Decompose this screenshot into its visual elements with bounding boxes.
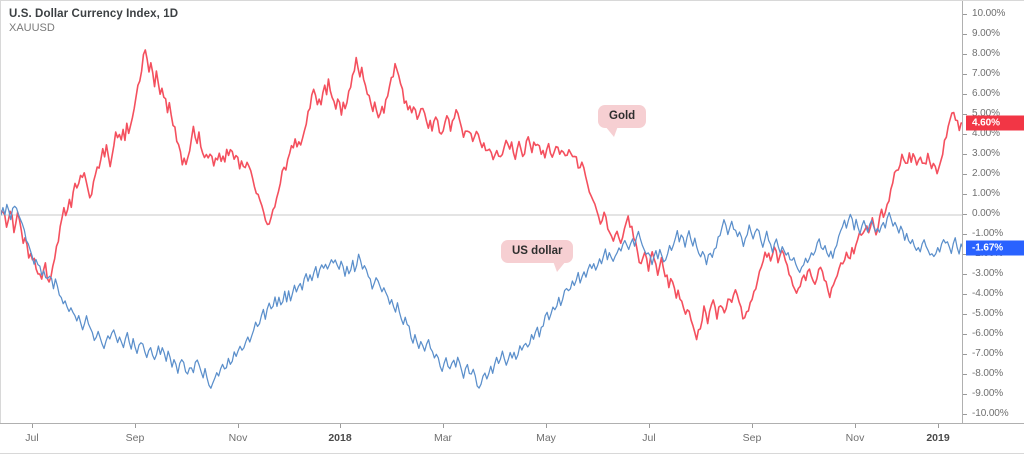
price-axis-tick-label: -1.00%	[972, 228, 1004, 239]
tick-mark	[963, 174, 967, 175]
tick-mark	[752, 424, 753, 428]
price-axis-tick-label: 6.00%	[972, 88, 1000, 99]
price-axis-tick-label: -7.00%	[972, 348, 1004, 359]
plot-area[interactable]	[0, 1, 962, 425]
tick-mark	[963, 234, 967, 235]
tick-mark	[443, 424, 444, 428]
callout-gold-label: Gold	[609, 110, 636, 122]
time-axis[interactable]: Jul Sep Nov 2018 Mar May Jul Sep Nov 2019	[0, 423, 1024, 453]
price-axis-tick-label: -10.00%	[972, 408, 1009, 419]
price-axis-tick-label: 1.00%	[972, 188, 1000, 199]
price-axis-tick-label: 7.00%	[972, 68, 1000, 79]
tick-mark	[963, 334, 967, 335]
time-axis-tick-label: Sep	[125, 432, 145, 444]
series-canvas	[1, 49, 962, 389]
price-axis[interactable]: -10.00% -9.00% -8.00% -7.00% -6.00% -5.00% -4.…	[962, 1, 1024, 425]
last-price-badge-gold: 4.60%	[966, 115, 1024, 131]
price-axis-tick-label: 2.00%	[972, 168, 1000, 179]
tick-mark	[963, 314, 967, 315]
tick-mark	[963, 294, 967, 295]
tick-mark	[963, 34, 967, 35]
tick-mark	[963, 214, 967, 215]
price-axis-tick-label: -3.00%	[972, 268, 1004, 279]
series-line-gold	[1, 49, 962, 341]
price-axis-tick-label: 10.00%	[972, 8, 1006, 19]
tick-mark	[963, 54, 967, 55]
time-axis-tick-label: 2018	[328, 432, 352, 444]
tick-mark	[963, 414, 967, 415]
series-line-us-dollar	[1, 203, 962, 389]
tick-mark	[855, 424, 856, 428]
tick-mark	[963, 94, 967, 95]
last-price-badge-us-dollar: -1.67%	[966, 240, 1024, 256]
price-axis-tick-label: 9.00%	[972, 28, 1000, 39]
time-axis-tick-label: Sep	[742, 432, 762, 444]
last-price-badge-us-dollar-value: -1.67%	[972, 242, 1004, 254]
time-axis-tick-label: 2019	[926, 432, 950, 444]
price-axis-tick-label: -6.00%	[972, 328, 1004, 339]
tick-mark	[135, 424, 136, 428]
tick-mark	[340, 424, 341, 428]
price-axis-tick-label: 3.00%	[972, 148, 1000, 159]
tick-mark	[963, 114, 967, 115]
tick-mark	[963, 354, 967, 355]
price-axis-tick-label: -4.00%	[972, 288, 1004, 299]
tick-mark	[963, 274, 967, 275]
time-axis-tick-label: Jul	[25, 432, 39, 444]
callout-tail	[605, 126, 618, 137]
tick-mark	[963, 14, 967, 15]
price-axis-tick-label: -8.00%	[972, 368, 1004, 379]
price-axis-tick-label: 4.00%	[972, 128, 1000, 139]
time-axis-tick-label: Mar	[433, 432, 453, 444]
tick-mark	[32, 424, 33, 428]
time-axis-tick-label: Nov	[845, 432, 865, 444]
price-axis-tick-label: 0.00%	[972, 208, 1000, 219]
tick-mark	[963, 134, 967, 135]
last-price-badge-gold-value: 4.60%	[972, 117, 1000, 129]
callout-us-dollar: US dollar	[501, 240, 574, 272]
time-axis-tick-label: May	[536, 432, 556, 444]
tick-mark	[963, 254, 967, 255]
tick-mark	[963, 194, 967, 195]
price-axis-tick-label: -9.00%	[972, 388, 1004, 399]
callout-gold: Gold	[598, 105, 647, 137]
tick-mark	[546, 424, 547, 428]
tick-mark	[963, 74, 967, 75]
price-axis-tick-label: -5.00%	[972, 308, 1004, 319]
tick-mark	[938, 424, 939, 428]
tick-mark	[649, 424, 650, 428]
time-axis-tick-label: Jul	[642, 432, 656, 444]
price-axis-tick-label: 8.00%	[972, 48, 1000, 59]
time-axis-tick-label: Nov	[228, 432, 248, 444]
callout-us-dollar-label: US dollar	[512, 245, 563, 257]
tick-mark	[963, 154, 967, 155]
tick-mark	[963, 374, 967, 375]
price-axis-tick-label: 5.00%	[972, 108, 1000, 119]
tick-mark	[238, 424, 239, 428]
callout-tail	[553, 261, 567, 272]
tick-mark	[963, 394, 967, 395]
